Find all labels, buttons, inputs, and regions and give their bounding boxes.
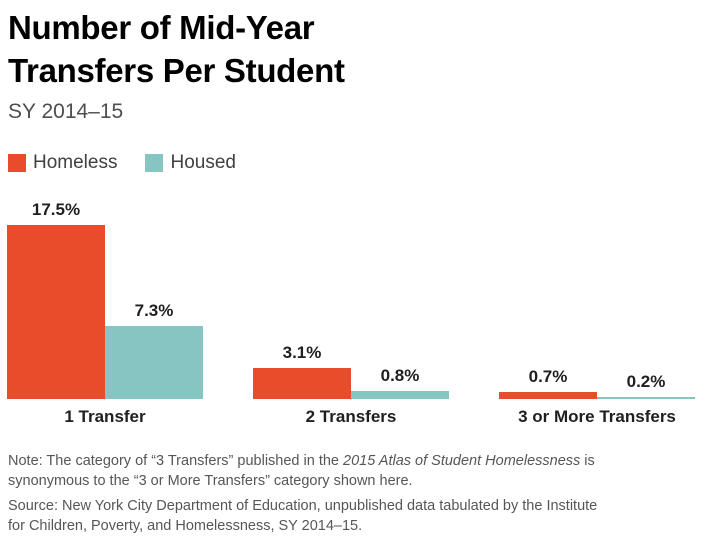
bar-value-label-homeless-3-or-more-transfers: 0.7% <box>528 367 568 387</box>
bar-column-housed-1-transfer: 7.3% <box>105 301 203 399</box>
bars-3-or-more-transfers: 0.7% 0.2% <box>499 200 695 399</box>
bar-column-housed-3-or-more-transfers: 0.2% <box>597 372 695 399</box>
housed-color-swatch <box>145 154 164 172</box>
bar-housed-1-transfer <box>105 326 203 399</box>
legend-label-housed: Housed <box>170 152 236 173</box>
bar-value-label-housed-2-transfers: 0.8% <box>380 366 420 386</box>
bar-column-homeless-2-transfers: 3.1% <box>253 343 351 399</box>
homeless-color-swatch <box>8 154 26 172</box>
page-title-line-1: Number of Mid-Year <box>8 9 315 46</box>
bar-group-1-transfer: 17.5% 7.3% 1 Transfer <box>7 200 203 432</box>
bar-group-3-or-more-transfers: 0.7% 0.2% 3 or More Transfers <box>499 200 695 432</box>
bar-group-2-transfers: 3.1% 0.8% 2 Transfers <box>253 200 449 432</box>
page-title: Number of Mid-Year Transfers Per Student <box>8 6 345 92</box>
page-title-line-2: Transfers Per Student <box>8 52 345 89</box>
bar-housed-2-transfers <box>351 391 449 399</box>
bar-homeless-2-transfers <box>253 368 351 399</box>
bar-value-label-homeless-1-transfer: 17.5% <box>31 199 81 219</box>
bar-value-label-housed-1-transfer: 7.3% <box>134 301 174 321</box>
note-text: Note: The category of “3 Transfers” publ… <box>8 453 344 469</box>
bars-2-transfers: 3.1% 0.8% <box>253 200 449 399</box>
bar-column-homeless-1-transfer: 17.5% <box>7 200 105 399</box>
chart-subtitle: SY 2014–15 <box>8 100 124 123</box>
category-label-3-or-more-transfers: 3 or More Transfers <box>518 407 676 426</box>
legend-item-homeless: Homeless <box>8 152 117 174</box>
bar-value-label-housed-3-or-more-transfers: 0.2% <box>626 372 666 391</box>
category-label-2-transfers: 2 Transfers <box>305 407 397 426</box>
chart-source: Source: New York City Department of Educ… <box>8 498 598 534</box>
bars-1-transfer: 17.5% 7.3% <box>7 200 203 399</box>
bar-chart: 17.5% 7.3% 1 Transfer 3.1% 0.8% 2 Transfers 0.… <box>7 200 695 432</box>
legend-label-homeless: Homeless <box>33 152 118 173</box>
chart-note: Note: The category of “3 Transfers” publ… <box>8 451 608 491</box>
bar-homeless-3-or-more-transfers <box>499 392 597 399</box>
bar-housed-3-or-more-transfers <box>597 397 695 399</box>
note-text-continued: is synonymous to the “3 or More Transfer… <box>8 453 595 489</box>
category-label-1-transfer: 1 Transfer <box>64 407 146 426</box>
bar-column-housed-2-transfers: 0.8% <box>351 366 449 399</box>
chart-legend: Homeless Housed <box>8 152 236 174</box>
legend-item-housed: Housed <box>145 152 236 174</box>
bar-value-label-homeless-2-transfers: 3.1% <box>282 343 322 363</box>
bar-homeless-1-transfer <box>7 224 105 399</box>
bar-column-homeless-3-or-more-transfers: 0.7% <box>499 367 597 399</box>
note-publication-title: 2015 Atlas of Student Homelessness <box>343 453 581 469</box>
